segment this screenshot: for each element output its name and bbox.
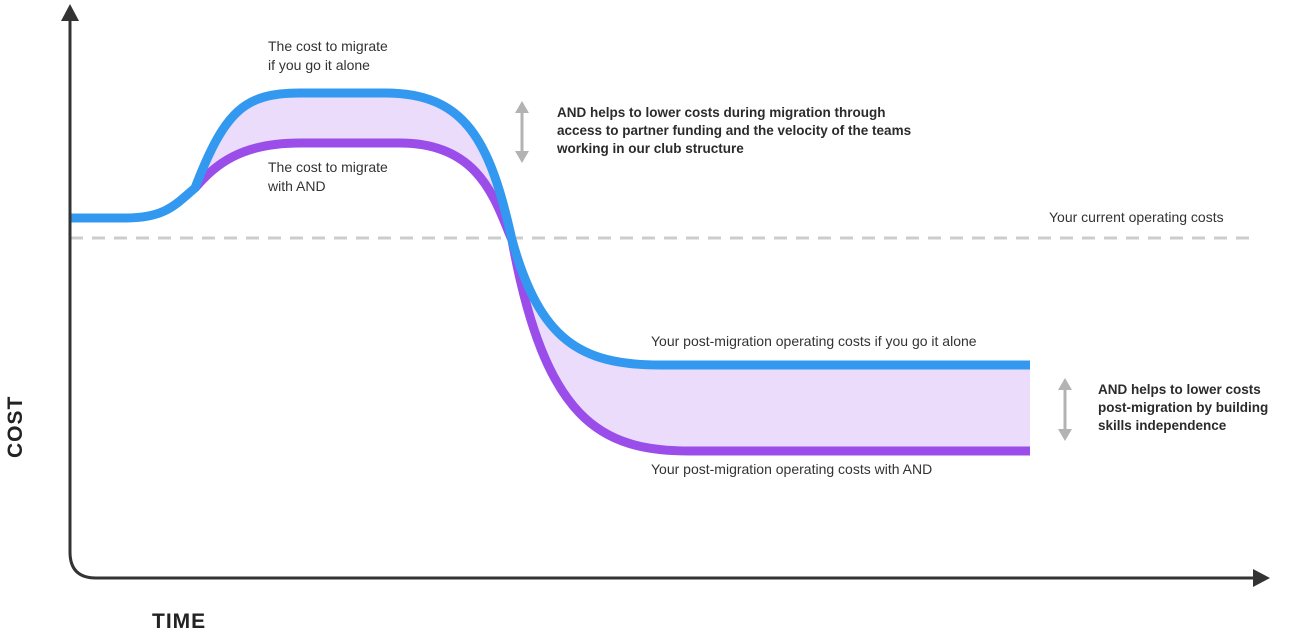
post-alone-label: Your post-migration operating costs if y… bbox=[651, 332, 977, 351]
post-with-and-label: Your post-migration operating costs with… bbox=[651, 460, 932, 479]
y-axis-arrowhead bbox=[61, 4, 79, 21]
current-costs-label: Your current operating costs bbox=[1049, 208, 1224, 227]
x-axis-title: TIME bbox=[152, 610, 206, 634]
x-axis-arrowhead bbox=[1253, 569, 1270, 587]
post-migration-callout: AND helps to lower costs post-migration … bbox=[1098, 381, 1268, 435]
migration-savings-arrow bbox=[515, 101, 529, 163]
y-axis-title: COST bbox=[4, 396, 28, 458]
post-migration-savings-arrow bbox=[1058, 378, 1072, 441]
migrate-alone-label: The cost to migrate if you go it alone bbox=[268, 37, 388, 75]
migrate-with-and-label: The cost to migrate with AND bbox=[268, 158, 388, 196]
migration-callout: AND helps to lower costs during migratio… bbox=[557, 104, 911, 158]
